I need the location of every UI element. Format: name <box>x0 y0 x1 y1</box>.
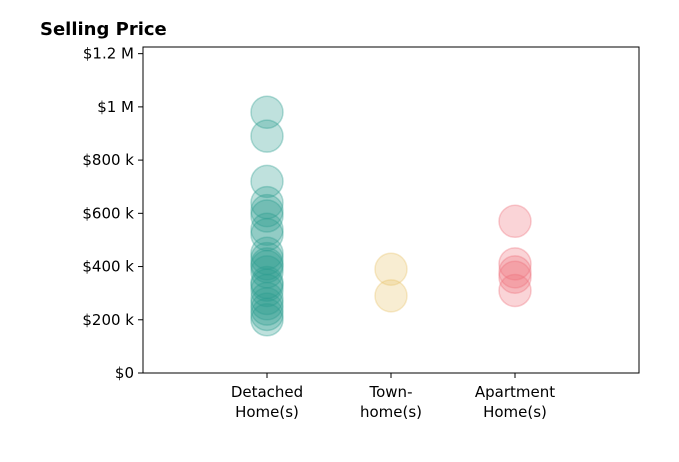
x-tick-label: Town-home(s) <box>360 383 422 421</box>
point <box>250 247 284 281</box>
point <box>250 217 284 252</box>
point <box>250 287 284 321</box>
point <box>498 204 532 239</box>
point <box>250 265 284 300</box>
point <box>250 297 284 332</box>
point <box>374 279 408 313</box>
point <box>250 212 284 247</box>
y-tick-label: $800 k <box>82 151 134 169</box>
point <box>250 185 284 220</box>
point <box>250 273 284 308</box>
point <box>250 199 284 233</box>
point <box>250 241 284 276</box>
point <box>250 268 284 302</box>
x-tick-label: Apartment Home(s) <box>475 383 555 421</box>
point <box>374 252 408 286</box>
point <box>250 255 284 289</box>
point <box>250 303 284 337</box>
y-tick-label: $400 k <box>82 258 134 276</box>
point <box>250 249 284 284</box>
plot-frame <box>142 46 640 374</box>
point <box>250 119 284 153</box>
point <box>498 255 532 289</box>
point <box>250 95 284 129</box>
chart-title: Selling Price <box>40 19 167 40</box>
y-tick-label: $200 k <box>82 311 134 329</box>
point <box>250 164 284 199</box>
y-tick-label: $1.2 M <box>83 45 134 63</box>
y-tick-label: $600 k <box>82 204 134 222</box>
point <box>498 260 532 294</box>
point <box>498 247 532 281</box>
x-tick-label: Detached Home(s) <box>231 383 303 421</box>
point <box>250 292 284 326</box>
point <box>498 273 532 308</box>
y-tick-label: $0 <box>115 364 134 382</box>
point <box>250 281 284 316</box>
point <box>250 236 284 270</box>
point <box>250 193 284 228</box>
y-tick-label: $1 M <box>97 98 134 116</box>
